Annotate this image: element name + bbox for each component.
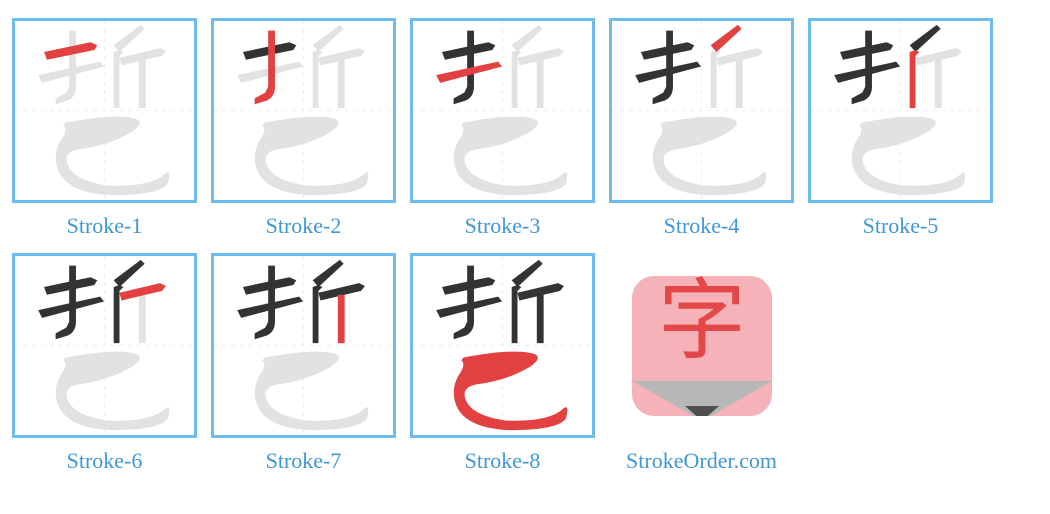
stroke-cell-frame	[12, 18, 197, 203]
stroke-cell-label: Stroke-6	[67, 448, 143, 474]
stroke-cell-frame	[410, 18, 595, 203]
stroke-cell: Stroke-4	[609, 18, 794, 239]
stroke-cell: Stroke-1	[12, 18, 197, 239]
stroke-cell-frame	[609, 18, 794, 203]
stroke-cell: Stroke-7	[211, 253, 396, 474]
stroke-cell: Stroke-3	[410, 18, 595, 239]
stroke-cell-frame	[211, 18, 396, 203]
stroke-cell-frame	[12, 253, 197, 438]
stroke-grid: Stroke-1 Stroke-2	[12, 18, 1038, 474]
stroke-cell-label: Stroke-4	[664, 213, 740, 239]
stroke-cell: Stroke-2	[211, 18, 396, 239]
stroke-cell-label: Stroke-7	[266, 448, 342, 474]
stroke-cell-label: Stroke-2	[266, 213, 342, 239]
stroke-cell-frame	[211, 253, 396, 438]
stroke-cell-frame	[808, 18, 993, 203]
logo-icon: 字	[609, 253, 794, 438]
svg-text:字: 字	[657, 274, 745, 371]
stroke-cell: Stroke-6	[12, 253, 197, 474]
logo-caption: StrokeOrder.com	[626, 448, 777, 474]
stroke-cell-label: Stroke-5	[863, 213, 939, 239]
stroke-cell: Stroke-8	[410, 253, 595, 474]
logo-cell: 字 StrokeOrder.com	[609, 253, 794, 474]
stroke-cell-label: Stroke-1	[67, 213, 143, 239]
stroke-cell-label: Stroke-8	[465, 448, 541, 474]
stroke-cell-frame	[410, 253, 595, 438]
stroke-cell-label: Stroke-3	[465, 213, 541, 239]
stroke-cell: Stroke-5	[808, 18, 993, 239]
